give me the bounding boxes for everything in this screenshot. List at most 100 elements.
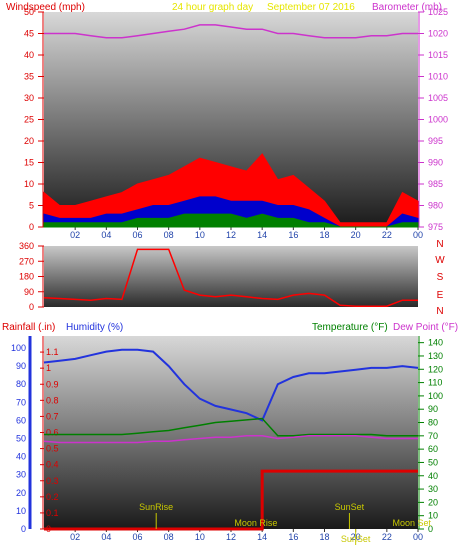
x-tick-label: 12 (226, 532, 236, 542)
y-tick-label: 0.7 (46, 411, 59, 421)
y2-tick-label: 120 (428, 364, 443, 374)
y-tick-label: 0.1 (46, 508, 59, 518)
y-tick-label: 1 (46, 363, 51, 373)
x-tick-label: 20 (351, 230, 361, 240)
date-label: September 07 2016 (267, 2, 355, 13)
y-tick-label: 45 (24, 29, 34, 39)
direction-label: N (436, 306, 443, 317)
y2-tick-label: 995 (428, 136, 443, 146)
x-tick-label: 08 (164, 230, 174, 240)
y-tick-label: 360 (19, 241, 34, 251)
temperature-series (44, 417, 418, 437)
y2-tick-label: 1010 (428, 72, 448, 82)
y-tick-label: 0.3 (46, 476, 59, 486)
y2-tick-label: 985 (428, 179, 443, 189)
x-tick-label: 18 (319, 532, 329, 542)
wind-gust-series (43, 153, 419, 228)
y-tick-label: 180 (19, 272, 34, 282)
x-tick-label: 22 (382, 230, 392, 240)
windspeed-title: Windspeed (mph) (6, 2, 85, 13)
x-tick-label: 16 (288, 532, 298, 542)
humidity-tick-label: 90 (16, 361, 26, 371)
center-title: 24 hour graph day (172, 2, 253, 13)
barometer-series (44, 24, 418, 39)
y2-tick-label: 1020 (428, 29, 448, 39)
climate-panel-bg (44, 336, 418, 529)
y-tick-label: 0.2 (46, 492, 59, 502)
x-tick-label: 12 (226, 230, 236, 240)
y-tick-label: 0.9 (46, 379, 59, 389)
y2-tick-label: 10 (428, 511, 438, 521)
temperature-title: Temperature (°F) (312, 322, 388, 333)
humidity-tick-label: 60 (16, 415, 26, 425)
wind-low-series (43, 213, 419, 228)
y2-tick-label: 1000 (428, 115, 448, 125)
sunrise-annotation: SunRise (139, 502, 173, 512)
y-tick-label: 1.1 (46, 347, 59, 357)
humidity-tick-label: 30 (16, 470, 26, 480)
x-tick-label: 16 (288, 230, 298, 240)
x-tick-label: 06 (132, 230, 142, 240)
y-tick-label: 40 (24, 50, 34, 60)
y2-tick-label: 975 (428, 222, 443, 232)
y2-tick-label: 100 (428, 391, 443, 401)
humidity-series (43, 348, 419, 422)
x-tick-label: 02 (70, 532, 80, 542)
y2-tick-label: 140 (428, 338, 443, 348)
y-tick-label: 90 (24, 287, 34, 297)
y2-tick-label: 0 (428, 524, 433, 534)
x-tick-label: 22 (382, 532, 392, 542)
x-tick-label: 00 (413, 230, 423, 240)
y-tick-label: 25 (24, 115, 34, 125)
rainfall-series (44, 469, 418, 531)
y-tick-label: 50 (24, 7, 34, 17)
x-tick-label: 02 (70, 230, 80, 240)
direction-label: E (437, 290, 444, 301)
humidity-title: Humidity (%) (66, 322, 123, 333)
y-tick-label: 20 (24, 136, 34, 146)
sunset-annotation: SunSet (335, 502, 365, 512)
direction-panel-bg (44, 246, 418, 307)
y2-tick-label: 30 (428, 484, 438, 494)
direction-label: S (437, 272, 444, 283)
x-tick-label: 04 (101, 532, 111, 542)
humidity-tick-label: 20 (16, 488, 26, 498)
direction-label: W (435, 255, 445, 266)
x-tick-label: 14 (257, 532, 267, 542)
x-tick-label: 00 (413, 532, 423, 542)
x-tick-label: 04 (101, 230, 111, 240)
x-tick-label: 06 (132, 532, 142, 542)
y2-tick-label: 110 (428, 378, 442, 388)
x-tick-label: 14 (257, 230, 267, 240)
y-tick-label: 35 (24, 72, 34, 82)
y-tick-label: 0.6 (46, 428, 59, 438)
dewpoint-series (43, 435, 418, 444)
y2-tick-label: 1015 (428, 50, 448, 60)
y2-tick-label: 990 (428, 158, 443, 168)
y2-tick-label: 1005 (428, 93, 448, 103)
rainfall-title: Rainfall (.in) (2, 322, 55, 333)
y-tick-label: 0 (29, 222, 34, 232)
y-tick-label: 0 (29, 302, 34, 312)
x-tick-label: 10 (195, 532, 205, 542)
x-tick-label: 10 (195, 230, 205, 240)
y2-tick-label: 40 (428, 471, 438, 481)
dewpoint-title: Dew Point (°F) (393, 322, 458, 333)
sunset-bottom-annotation: SunSet (341, 534, 371, 544)
humidity-tick-label: 40 (16, 452, 26, 462)
humidity-tick-label: 50 (16, 434, 26, 444)
y2-tick-label: 70 (428, 431, 438, 441)
moonrise-annotation: Moon Rise (234, 518, 277, 528)
y-tick-label: 10 (24, 179, 34, 189)
y2-tick-label: 80 (428, 418, 438, 428)
y-tick-label: 5 (29, 201, 34, 211)
x-tick-label: 18 (319, 230, 329, 240)
barometer-title: Barometer (mb) (372, 2, 442, 13)
humidity-tick-label: 80 (16, 379, 26, 389)
y2-tick-label: 130 (428, 351, 443, 361)
y-tick-label: 30 (24, 93, 34, 103)
climate-chart: 010203040506070809010000.10.20.30.40.50.… (11, 336, 443, 545)
humidity-tick-label: 10 (16, 506, 26, 516)
y2-tick-label: 50 (428, 457, 438, 467)
